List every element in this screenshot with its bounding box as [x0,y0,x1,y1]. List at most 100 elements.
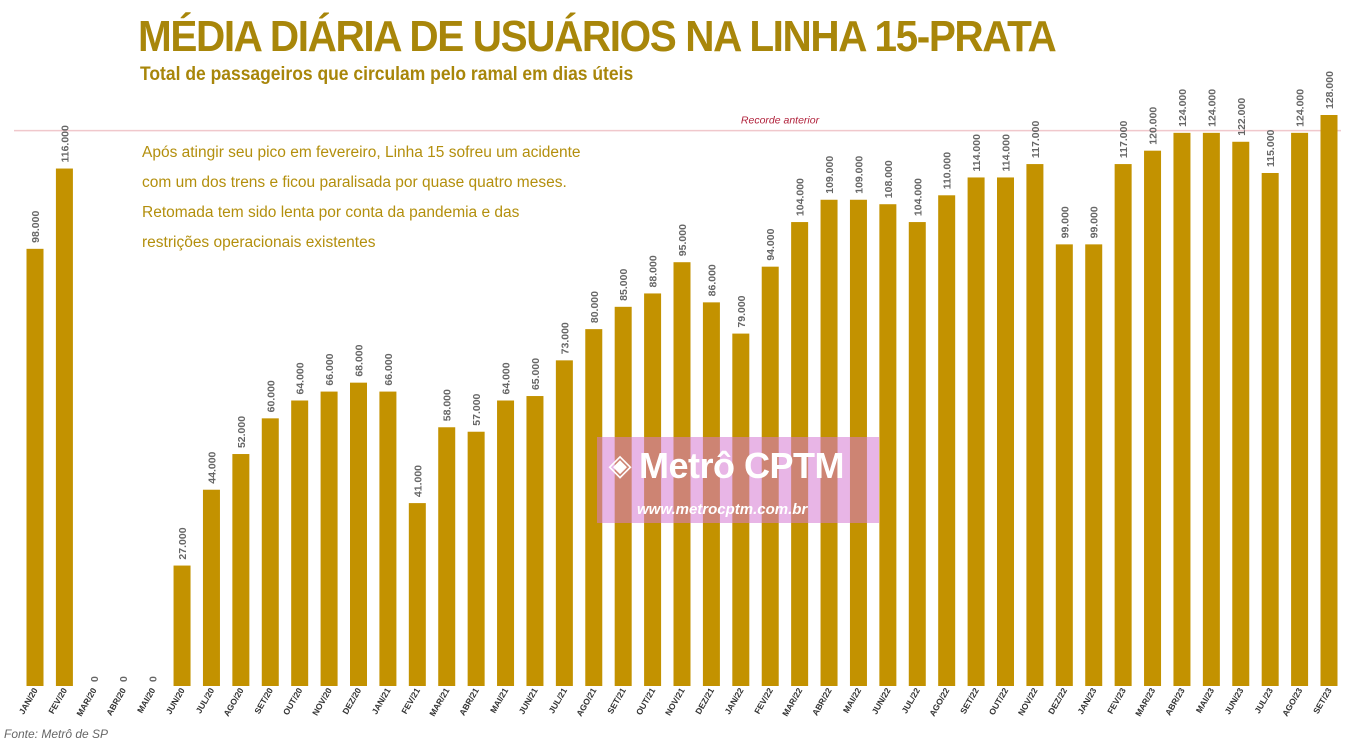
value-label: 104.000 [795,178,807,216]
value-label: 66.000 [383,353,395,385]
x-tick-label: FEV/21 [399,686,422,716]
x-tick-label: JAN/23 [1075,686,1098,716]
bar [291,400,309,686]
value-label: 104.000 [912,178,924,216]
x-tick-label: SET/22 [958,686,981,716]
value-label: 64.000 [501,362,513,394]
annotation-line-2: com um dos trens e ficou paralisada por … [142,174,567,191]
value-label: 58.000 [442,389,454,421]
value-label: 124.000 [1177,89,1189,127]
bar [350,382,367,686]
x-tick-label: FEV/22 [752,686,775,716]
value-label: 65.000 [530,358,542,390]
x-tick-label: MAR/22 [780,686,804,718]
value-label: 95.000 [677,224,689,256]
bar [1026,164,1044,686]
bar [526,396,544,686]
x-tick-label: DEZ/20 [340,686,363,716]
x-tick-label: JUN/22 [870,686,893,716]
x-tick-label: ABR/22 [810,686,834,717]
value-label: 94.000 [765,228,777,260]
watermark: ◈ Metrô CPTM www.metrocptm.com.br [597,437,879,523]
value-label: 120.000 [1148,107,1160,145]
bar [497,400,515,686]
annotation-line-4: restrições operacionais existentes [142,234,376,251]
bar [1144,150,1162,686]
chart-title: MÉDIA DIÁRIA DE USUÁRIOS NA LINHA 15-PRA… [138,12,1057,61]
bar [26,248,44,686]
x-tick-label: SET/23 [1311,686,1334,716]
value-label: 44.000 [206,451,218,483]
x-tick-label: ABR/20 [104,686,128,717]
value-label: 110.000 [942,152,954,190]
x-tick-label: AGO/21 [574,686,598,718]
value-label: 109.000 [853,156,865,194]
value-label: 88.000 [648,255,660,287]
value-label: 64.000 [295,362,307,394]
bar [55,168,73,686]
value-label: 0 [148,676,160,682]
x-tick-label: AGO/23 [1280,686,1304,718]
x-tick-label: JUL/20 [194,686,217,715]
value-label: 114.000 [1001,134,1013,172]
annotation-line-1: Após atingir seu pico em fevereiro, Linh… [142,144,581,161]
x-tick-label: MAR/20 [74,686,98,718]
bar [938,195,956,686]
x-tick-label: FEV/20 [46,686,69,716]
x-tick-label: JAN/21 [370,686,393,716]
value-label: 68.000 [354,344,366,376]
value-label: 99.000 [1059,206,1071,238]
bar [438,427,456,686]
bar [173,565,191,686]
bar [379,391,397,686]
value-label: 0 [89,676,101,682]
value-label: 99.000 [1089,206,1101,238]
bar [1085,244,1103,686]
metro-cptm-logo-icon: ◈ [608,449,632,482]
x-tick-label: NOV/22 [1016,686,1040,717]
bar [261,418,279,686]
bar [879,204,897,686]
x-tick-label: JUN/21 [517,686,540,716]
reference-line-label: Recorde anterior [741,115,820,127]
bar [320,391,338,686]
value-label: 117.000 [1118,121,1130,159]
x-tick-label: NOV/21 [663,686,687,717]
value-label: 128.000 [1324,71,1336,109]
chart-source: Fonte: Metrô de SP [4,727,109,741]
value-label: 79.000 [736,295,748,327]
x-tick-label: MAI/22 [841,686,863,715]
value-label: 124.000 [1206,89,1218,127]
value-label: 114.000 [971,134,983,172]
value-label: 117.000 [1030,121,1042,159]
value-label: 80.000 [589,291,601,323]
chart-subtitle: Total de passageiros que circulam pelo r… [140,64,634,85]
value-label: 60.000 [265,380,277,412]
x-tick-label: MAI/23 [1194,686,1216,715]
x-tick-label: JUL/23 [1252,686,1275,715]
x-tick-label: SET/21 [605,686,628,716]
bar [1114,164,1132,686]
value-label: 115.000 [1265,129,1277,167]
value-label: 57.000 [471,393,483,425]
x-tick-label: MAR/23 [1133,686,1157,718]
value-label: 116.000 [59,125,71,163]
x-tick-label: SET/20 [252,686,275,716]
value-label: 108.000 [883,160,895,198]
bar [1320,115,1338,686]
value-label: 98.000 [30,211,42,243]
bar [908,222,926,686]
x-tick-label: ABR/23 [1163,686,1187,717]
watermark-url: www.metrocptm.com.br [637,501,808,518]
bar [202,489,220,686]
bar [1055,244,1073,686]
x-tick-label: JAN/20 [17,686,40,716]
x-tick-label: OUT/22 [987,686,1011,717]
value-label: 124.000 [1295,89,1307,127]
x-tick-label: FEV/23 [1105,686,1128,716]
x-tick-label: AGO/20 [221,686,245,718]
value-label: 122.000 [1236,98,1248,136]
x-tick-label: DEZ/22 [1046,686,1069,716]
bar [997,177,1014,686]
